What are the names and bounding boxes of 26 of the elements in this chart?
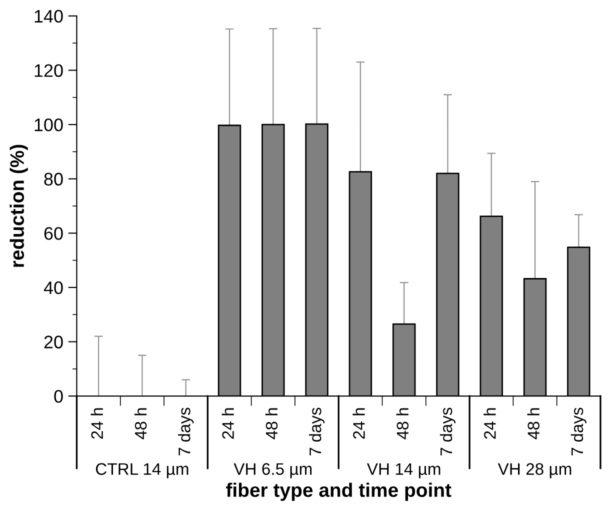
x-tick-label: 7 days [309,408,325,456]
text: VH 14 µm [366,463,440,478]
x-tick-label: 7 days [178,408,194,456]
x-tick-label: 24 h [222,408,234,439]
y-tick-label: 120 [34,64,63,77]
x-tick-label: 48 h [134,408,147,440]
x-tick-label: 48 h [265,408,278,440]
y-tick-label: 60 [44,227,63,240]
y-tick-label: 20 [44,336,63,348]
text: VH 28 µm [498,463,572,478]
x-tick-label: 24 h [90,408,103,439]
y-tick-label: 100 [34,118,63,132]
x-tick-label: 7 days [570,408,586,456]
text: CTRL 14 µm [96,463,188,478]
x-tick-label: 48 h [527,408,540,440]
y-tick-label: 0 [54,390,63,403]
y-axis-title: reduction (%) [10,144,28,267]
x-axis-title: fiber type and time point [226,482,452,501]
y-tick-label: 140 [34,10,63,23]
x-tick-label: 24 h [352,408,365,439]
x-tick-label: 24 h [484,408,496,439]
x-tick-label: 48 h [396,408,409,440]
x-tick-label: 7 days [440,408,456,456]
y-tick-label: 80 [44,172,63,186]
text: VH 6.5 µm [234,463,312,478]
y-tick-label: 40 [44,281,63,294]
